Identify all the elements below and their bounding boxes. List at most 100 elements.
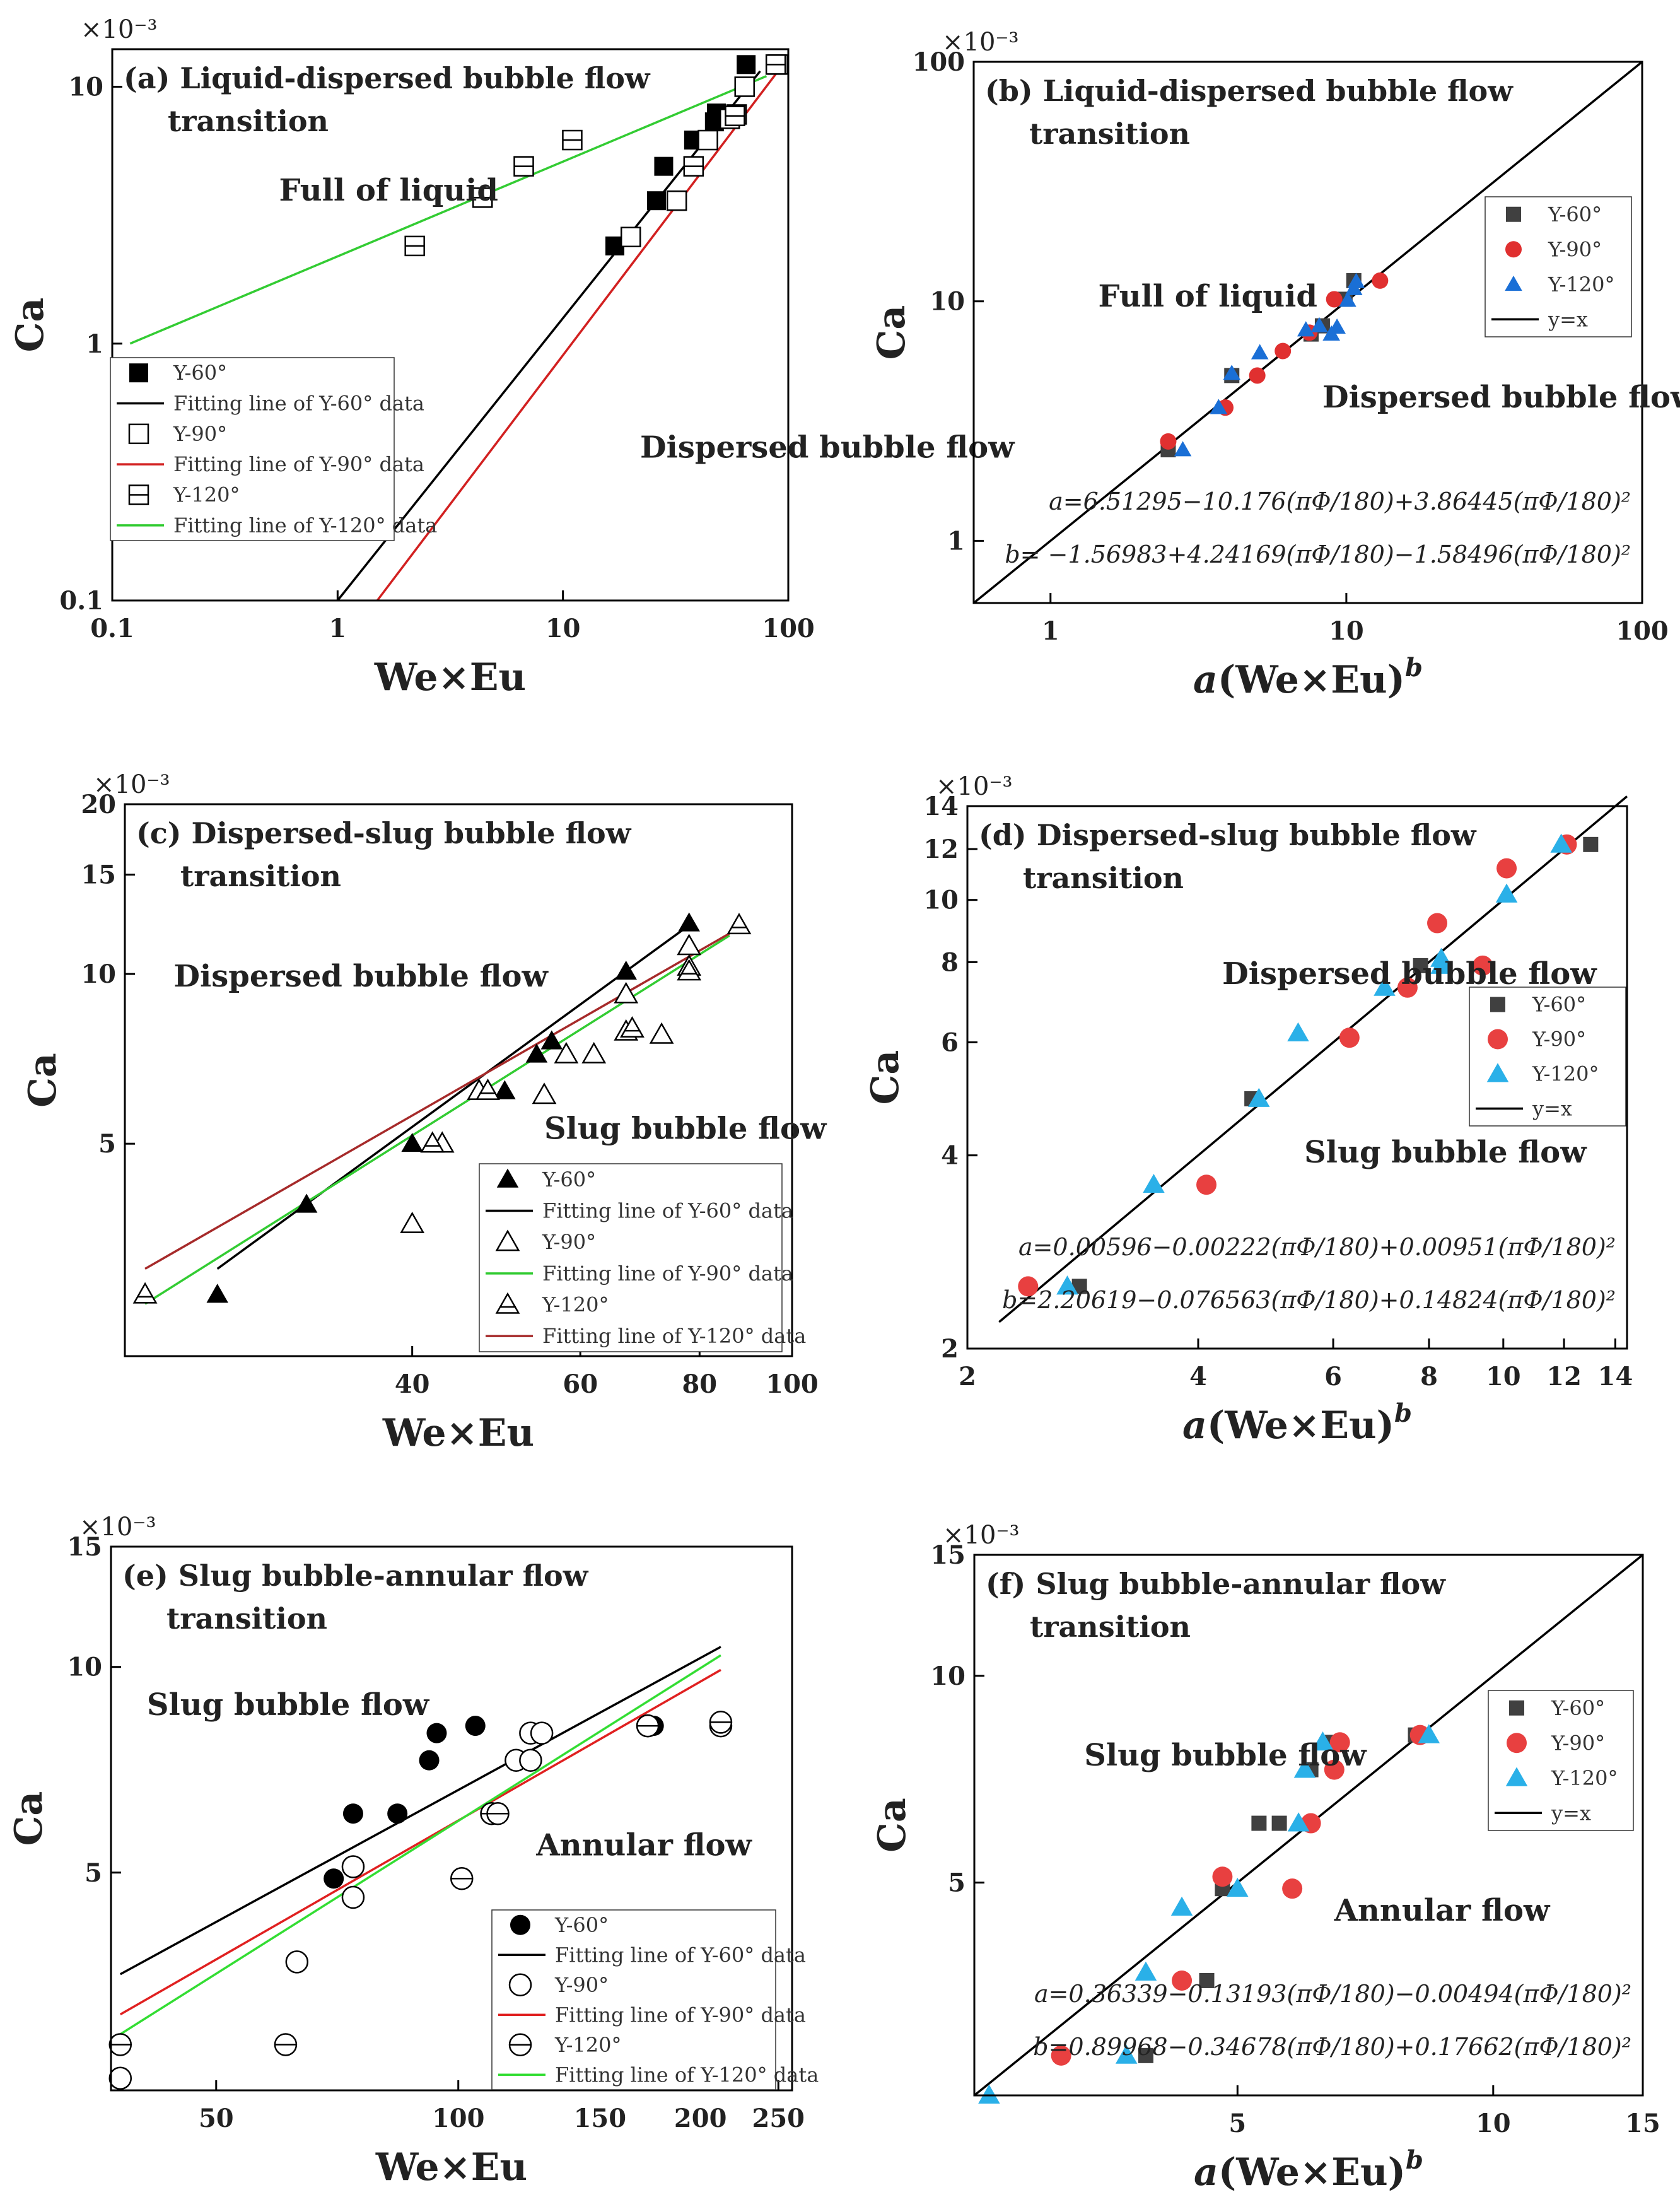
panel-title-f-0: (f) Slug bubble-annular flow [986, 1567, 1446, 1601]
data-point-f-s0-1 [1199, 1972, 1215, 1988]
x-tick-label-a-3: 100 [762, 614, 815, 643]
plot-frame-b [972, 61, 1643, 604]
legend-e: Y-60° Fitting line of Y-60° data Y-90° Fitt… [491, 1909, 819, 2090]
legend-f: Y-60° Y-90° Y-120° y=x [1488, 1690, 1634, 1831]
legend-swatch-f-0 [1509, 1700, 1524, 1716]
multiplier-label-d: ×10⁻³ [936, 772, 1013, 801]
region-label-f-0: Slug bubble flow [1084, 1738, 1367, 1773]
data-point-b-s1-6 [1372, 272, 1389, 289]
data-point-a-s2-0 [404, 235, 425, 257]
equation-d-0: a=0.00596−0.00222(πΦ/180)+0.00951(πΦ/180… [1018, 1233, 1616, 1261]
data-point-d-s1-4 [1427, 913, 1448, 934]
y-tick-label-f-1: 10 [930, 1661, 965, 1691]
plot-frame-e [110, 1545, 793, 2092]
x-axis-label-c: We×Eu [382, 1411, 534, 1455]
data-point-e-s0-4 [426, 1723, 447, 1743]
data-point-f-s2-6 [1293, 1759, 1316, 1778]
y-tick-label-c-0: 5 [98, 1129, 116, 1159]
y-tick-label-e-2: 15 [67, 1532, 102, 1562]
legend-label-e-4: Y-120° [554, 2033, 622, 2057]
legend-label-f-1: Y-90° [1551, 1731, 1605, 1755]
x-tick-label-a-0: 0.1 [90, 614, 134, 643]
data-point-c-s1-3 [532, 1082, 557, 1104]
data-point-b-s2-10 [1347, 272, 1365, 288]
x-tick-label-e-1: 100 [432, 2104, 485, 2133]
panel-title-a-1: transition [168, 104, 329, 138]
data-point-e-s2-1 [274, 2033, 298, 2056]
legend-label-f-3: y=x [1551, 1801, 1591, 1825]
legend-swatch-c-2 [495, 1229, 520, 1251]
region-label-b-0: Full of liquid [1098, 279, 1317, 314]
x-tick-label-f-0: 5 [1228, 2109, 1246, 2138]
data-point-a-s2-2 [513, 156, 534, 177]
legend-c: Y-60° Fitting line of Y-60° data Y-90° Fitt… [479, 1163, 806, 1352]
legend-swatch-b-0 [1506, 206, 1521, 222]
data-point-a-s2-3 [562, 129, 583, 151]
legend-label-a-4: Y-120° [173, 483, 240, 507]
equation-b-0: a=6.51295−10.176(πΦ/180)+3.86445(πΦ/180)… [1049, 488, 1631, 515]
panel-title-c-0: (c) Dispersed-slug bubble flow [136, 816, 632, 850]
x-tick-label-a-2: 10 [545, 614, 581, 643]
data-point-b-s2-4 [1297, 321, 1315, 337]
data-point-f-s1-6 [1329, 1732, 1350, 1753]
y-tick-label-a-2: 10 [68, 73, 103, 102]
data-point-c-s0-1 [295, 1193, 318, 1213]
legend-label-c-5: Fitting line of Y-120° data [542, 1324, 806, 1348]
data-point-a-s2-5 [725, 105, 745, 126]
panel-title-d-0: (d) Dispersed-slug bubble flow [979, 818, 1477, 852]
x-axis-label-d: a(We×Eu)b [1182, 1398, 1412, 1448]
data-point-b-s2-8 [1339, 291, 1356, 307]
legend-d: Y-60° Y-90° Y-120° y=x [1469, 987, 1626, 1127]
legend-label-a-0: Y-60° [173, 361, 227, 385]
legend-label-c-0: Y-60° [542, 1168, 596, 1192]
x-tick-label-f-2: 15 [1625, 2109, 1660, 2138]
data-point-e-s2-4 [486, 1801, 510, 1825]
data-point-e-s1-3 [341, 1885, 365, 1909]
region-label-c-1: Slug bubble flow [544, 1111, 827, 1147]
data-point-d-s1-1 [1196, 1174, 1217, 1195]
data-point-f-s2-3 [1170, 1896, 1193, 1916]
chart-panel-c: 40 60 80 100 5 10 15 20×10⁻³ We×Eu Ca (c) Disperse… [21, 770, 827, 1455]
data-point-e-s0-5 [465, 1716, 486, 1736]
data-point-a-s1-5 [734, 76, 755, 97]
data-point-e-s1-5 [519, 1748, 542, 1772]
data-point-f-s2-0 [978, 2084, 1000, 2104]
y-tick-label-c-1: 10 [81, 959, 116, 989]
multiplier-label-a: ×10⁻³ [81, 15, 158, 44]
y-tick-label-a-1: 1 [86, 329, 103, 359]
legend-a: Y-60° Fitting line of Y-60° data Y-90° Fitt… [110, 357, 437, 541]
data-point-c-s1-8 [649, 1022, 674, 1044]
data-point-b-s1-5 [1326, 291, 1343, 308]
data-point-b-s2-0 [1174, 441, 1192, 457]
data-point-e-s2-0 [108, 2033, 132, 2056]
data-point-f-s2-2 [1135, 1961, 1157, 1981]
data-point-c-s2-3 [620, 1016, 645, 1038]
data-point-d-s1-5 [1473, 955, 1493, 976]
legend-label-b-3: y=x [1548, 307, 1588, 331]
legend-label-f-0: Y-60° [1551, 1696, 1605, 1720]
data-point-d-s2-6 [1430, 954, 1452, 974]
panel-title-e-1: transition [166, 1602, 327, 1636]
legend-box-c [479, 1163, 783, 1352]
y-tick-label-d-6: 14 [923, 792, 959, 821]
data-point-c-s2-2 [475, 1078, 500, 1100]
y-tick-label-e-1: 10 [67, 1653, 102, 1682]
legend-label-c-1: Fitting line of Y-60° data [542, 1199, 793, 1223]
chart-panel-e: 50 100 150 200 250 5 10 15×10⁻³ We×Eu Ca (e) Slug … [7, 1513, 819, 2189]
x-tick-label-e-2: 150 [574, 2104, 627, 2133]
y-tick-label-d-2: 6 [941, 1028, 959, 1057]
legend-swatch-d-0 [1490, 997, 1505, 1012]
y-tick-label-e-0: 5 [85, 1858, 102, 1888]
y-axis-label-a: Ca [8, 298, 52, 353]
region-label-b-1: Dispersed bubble flow [1322, 380, 1680, 415]
x-tick-label-e-4: 250 [752, 2104, 805, 2133]
data-point-f-s2-5 [1287, 1812, 1310, 1832]
panel-title-e-0: (e) Slug bubble-annular flow [122, 1559, 589, 1593]
x-tick-label-b-0: 1 [1042, 616, 1059, 646]
region-label-c-0: Dispersed bubble flow [173, 959, 549, 994]
data-point-c-s2-4 [677, 959, 702, 981]
x-axis-label-f: a(We×Eu)b [1194, 2145, 1423, 2194]
legend-label-c-3: Fitting line of Y-90° data [542, 1262, 793, 1285]
data-point-d-s2-1 [1143, 1173, 1165, 1193]
